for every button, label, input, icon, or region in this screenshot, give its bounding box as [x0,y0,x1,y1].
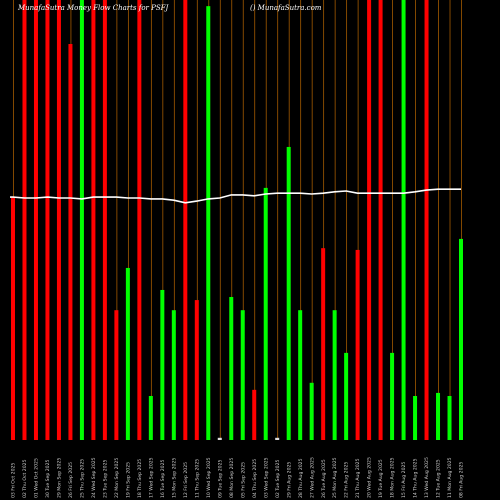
bar [91,0,96,440]
bar [217,437,222,440]
money-flow-line [10,188,461,204]
bar [447,396,452,440]
x-tick-label: 30 Tue Sep 2025 [45,460,51,498]
x-tick-label: 12 Fri Sep 2025 [183,462,189,498]
x-tick-label: 11 Thu Sep 2025 [194,459,200,498]
bar [137,0,142,440]
x-tick-label: 02 Thu Oct 2025 [22,459,28,498]
bar [286,146,291,440]
x-tick-label: 18 Mon Aug 2025 [390,457,396,498]
bar [68,44,73,440]
bar [367,0,372,440]
x-tick-label: 15 Fri Aug 2025 [401,462,407,498]
bar [413,396,418,440]
x-tick-label: 11 Mon Aug 2025 [447,457,453,498]
bar [229,297,234,440]
bar [148,396,153,440]
bar [56,0,61,440]
bar [344,352,349,440]
bar [390,352,395,440]
site-credit: () MunafaSutra.com [250,4,322,12]
bar [459,238,463,440]
bar [160,289,165,440]
bar [11,197,15,440]
bar [298,310,303,440]
x-tick-label: 04 Thu Sep 2025 [252,459,258,498]
x-tick-label: 20 Wed Aug 2025 [367,457,373,498]
x-tick-label: 29 Mon Sep 2025 [57,458,63,498]
bar [240,310,245,440]
x-tick-label: 27 Wed Aug 2025 [309,457,315,498]
x-tick-label: 01 Wed Oct 2025 [34,458,40,498]
bar [321,248,326,440]
bar [355,249,360,440]
series-line [10,188,461,204]
x-tick-label: 03 Fri Oct 2025 [11,463,17,498]
x-tick-label: 24 Wed Sep 2025 [91,457,97,498]
x-tick-label: 14 Thu Aug 2025 [413,458,419,498]
x-tick-label: 18 Thu Sep 2025 [137,459,143,498]
bar [263,187,268,440]
bar [22,0,27,440]
x-tick-label: 05 Fri Sep 2025 [240,462,246,498]
x-tick-label: 12 Tue Aug 2025 [436,459,442,498]
x-tick-label: 17 Wed Sep 2025 [148,457,154,498]
x-tick-labels: 03 Fri Oct 2025 02 Thu Oct 2025 01 Wed Oct… [11,457,465,498]
x-tick-label: 26 Fri Sep 2025 [68,462,74,498]
x-tick-label: 19 Tue Aug 2025 [378,459,384,498]
x-tick-label: 22 Mon Sep 2025 [114,458,120,498]
bar [183,0,188,440]
x-tick-label: 08 Fri Aug 2025 [459,462,465,498]
bar [45,0,50,440]
chart-title: MunafaSutra Money Flow Charts for PSFJ [17,4,169,12]
bar [424,0,429,440]
bar [171,310,176,440]
bar [401,0,406,440]
x-tick-label: 19 Fri Sep 2025 [126,462,132,498]
bar [206,6,211,440]
bar [436,392,441,440]
x-tick-label: 22 Fri Aug 2025 [344,462,350,498]
x-tick-label: 23 Tue Sep 2025 [103,460,109,498]
bar [102,0,107,440]
bar [309,382,314,440]
bar [79,0,84,440]
x-tick-label: 26 Tue Aug 2025 [321,459,327,498]
x-tick-label: 25 Mon Aug 2025 [332,457,338,498]
bar [332,310,337,440]
bars [11,0,463,440]
bar [378,0,383,440]
x-tick-label: 02 Tue Sep 2025 [275,460,281,498]
x-tick-label: 28 Thu Aug 2025 [298,458,304,498]
x-tick-label: 16 Tue Sep 2025 [160,460,166,498]
x-tick-label: 08 Mon Sep 2025 [229,458,235,498]
x-tick-label: 13 Wed Aug 2025 [424,457,430,498]
x-tick-label: 09 Tue Sep 2025 [217,460,223,498]
bar [194,300,199,440]
x-tick-label: 21 Thu Aug 2025 [355,458,361,498]
bar [252,389,257,440]
x-tick-label: 03 Wed Sep 2025 [263,457,269,498]
bar [114,310,119,440]
bar [33,0,38,440]
bar [125,267,130,440]
x-tick-label: 15 Mon Sep 2025 [171,458,177,498]
x-tick-label: 10 Wed Sep 2025 [206,457,212,498]
x-tick-label: 25 Thu Sep 2025 [80,459,86,498]
x-tick-label: 29 Fri Aug 2025 [286,462,292,498]
bar [275,437,280,440]
